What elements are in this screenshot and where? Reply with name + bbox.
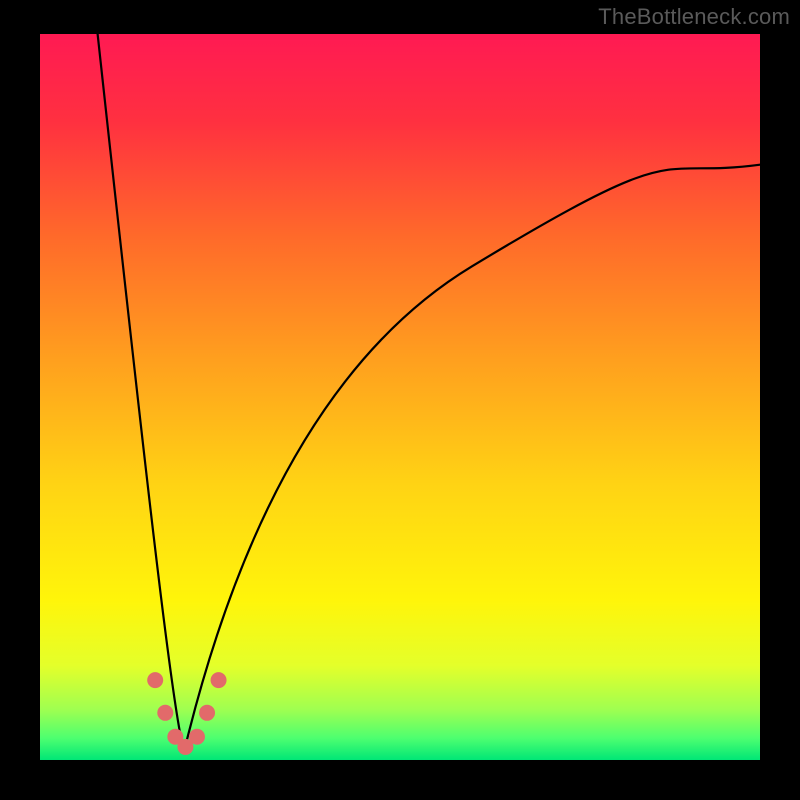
- curve-marker: [147, 672, 163, 688]
- watermark-text: TheBottleneck.com: [598, 4, 790, 30]
- gradient-background: [40, 34, 760, 760]
- curve-marker: [211, 672, 227, 688]
- chart-stage: TheBottleneck.com: [0, 0, 800, 800]
- curve-marker: [199, 705, 215, 721]
- bottleneck-curve-chart: [0, 0, 800, 800]
- curve-marker: [157, 705, 173, 721]
- curve-marker: [189, 729, 205, 745]
